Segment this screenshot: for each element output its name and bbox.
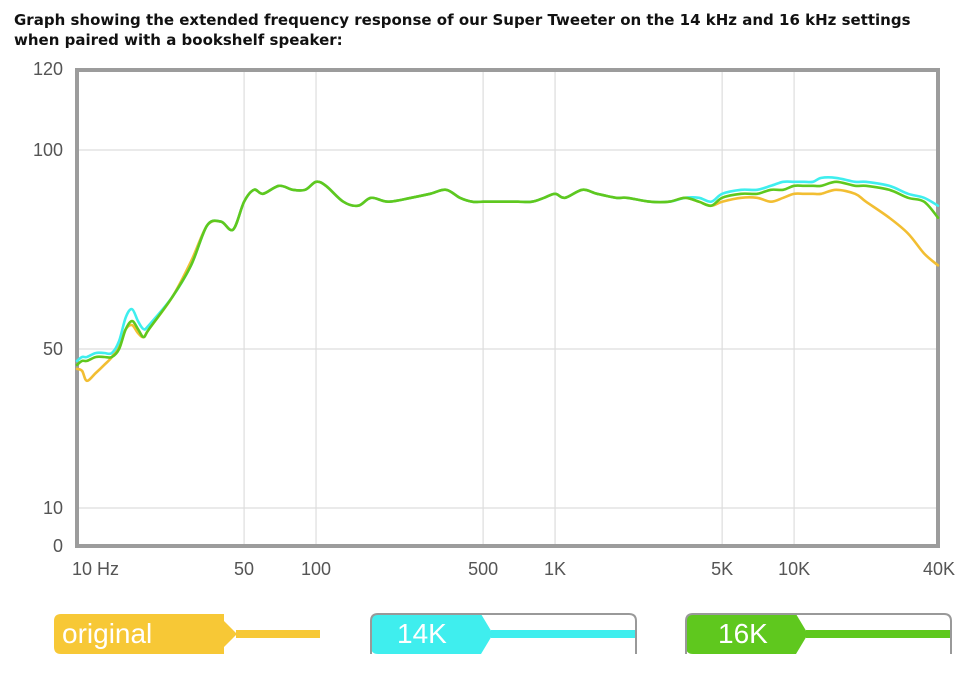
chart-caption: Graph showing the extended frequency res…: [14, 11, 911, 49]
legend-16k-swatch: [685, 613, 952, 654]
series-line-original: [75, 180, 940, 383]
y-tick-label: 50: [43, 339, 63, 359]
legend-16k-label: 16K: [718, 618, 768, 649]
x-tick-label: 500: [468, 559, 498, 579]
legend-14k-badge: [371, 614, 493, 654]
y-axis-ticks: 0 10 50 100 120: [33, 59, 63, 556]
legend-original-line: [236, 630, 320, 638]
x-tick-label: 50: [234, 559, 254, 579]
plot-frame: [75, 68, 940, 548]
y-tick-label: 100: [33, 140, 63, 160]
x-axis-ticks: 10 Hz 50 100 500 1K 5K 10K 40K: [72, 559, 955, 579]
series-lines: [75, 176, 940, 383]
x-tick-label: 10 Hz: [72, 559, 119, 579]
x-tick-label: 100: [301, 559, 331, 579]
legend-16k-badge: [686, 614, 808, 654]
series-line-16k: [75, 180, 940, 367]
legend-14k-swatch: [370, 613, 637, 654]
x-tick-label: 10K: [778, 559, 810, 579]
x-tick-label: 1K: [544, 559, 566, 579]
legend-original-label: original: [62, 618, 153, 649]
legend-14k-line: [491, 630, 637, 638]
legend-original-badge: [54, 614, 237, 654]
frequency-response-chart: 0 10 50 100 120 10 Hz 50 100 500 1K 5K 10K 40K: [33, 59, 955, 579]
legend-16k-frame: [685, 613, 952, 654]
legend-14k-frame: [370, 613, 637, 654]
y-tick-label: 120: [33, 59, 63, 79]
chart-grid: [76, 69, 939, 547]
legend-original-swatch: [54, 614, 320, 654]
y-tick-label: 0: [53, 536, 63, 556]
series-line-14k: [75, 176, 940, 363]
y-tick-label: 10: [43, 498, 63, 518]
legend-14k-label: 14K: [397, 618, 447, 649]
x-tick-label: 40K: [923, 559, 955, 579]
x-tick-label: 5K: [711, 559, 733, 579]
legend-16k-line: [806, 630, 952, 638]
